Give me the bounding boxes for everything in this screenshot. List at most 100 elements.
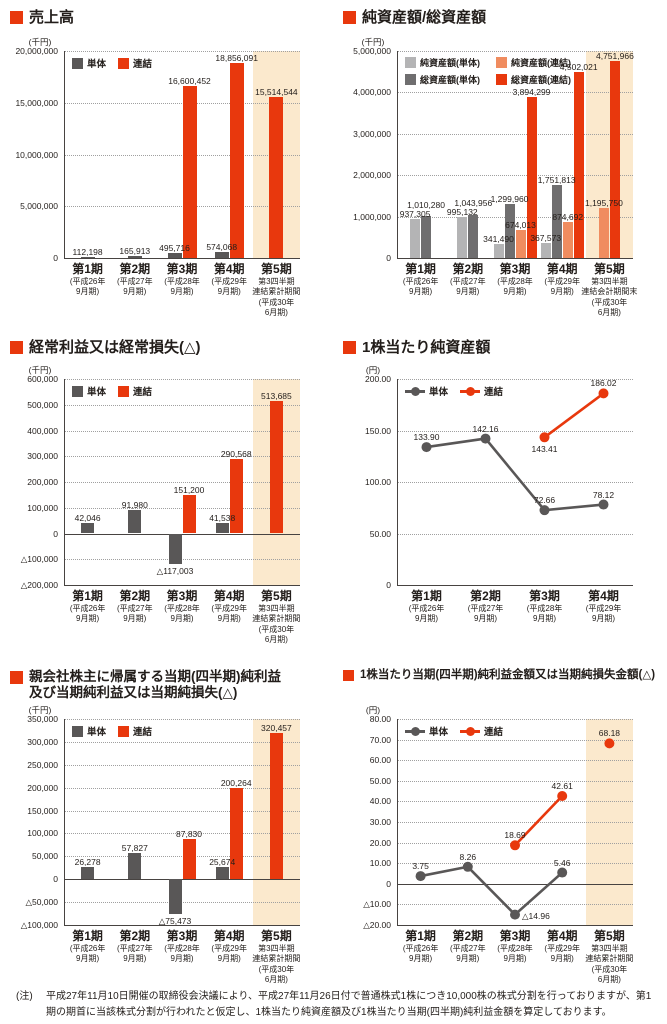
chart-title: 1株当たり当期(四半期)純利益金額又は当期純損失金額(△) <box>333 660 667 683</box>
legend-item: 単体 <box>72 384 106 398</box>
gridline <box>64 559 300 561</box>
y-tick-label: 50.00 <box>369 528 391 539</box>
data-point-marker <box>557 867 568 878</box>
axis-line <box>397 585 633 586</box>
y-tick-label: △10.00 <box>363 899 391 910</box>
legend-item: 総資産額(単体) <box>405 73 480 86</box>
y-axis-line <box>64 719 65 926</box>
axis-line <box>397 883 633 885</box>
bar <box>468 214 479 258</box>
data-label: 367,573 <box>530 232 562 243</box>
category-label: 第3期 (平成28年 9月期) <box>147 589 217 625</box>
bar <box>168 879 182 914</box>
data-label: 937,305 <box>399 209 431 220</box>
gridline <box>397 379 633 380</box>
gridline <box>64 482 300 483</box>
gridline <box>397 430 633 432</box>
y-tick-label: 300,000 <box>27 736 58 747</box>
legend-item: 単体 <box>405 724 448 738</box>
bar <box>540 242 551 258</box>
y-tick-label: 1,000,000 <box>353 211 391 222</box>
legend-line-marker-icon <box>405 386 425 396</box>
chart-title: 1株当たり純資産額 <box>333 330 667 357</box>
category-label: 第2期 (平成27年 9月期) <box>100 589 170 625</box>
legend-label: 連結 <box>484 727 504 738</box>
legend-line-marker-icon <box>460 726 481 736</box>
y-tick-label: 500,000 <box>27 399 58 410</box>
category-main: 第4期 <box>546 262 578 276</box>
category-main: 第1期 <box>72 262 103 276</box>
legend-swatch-icon <box>72 57 83 69</box>
data-label: 574,068 <box>206 242 238 253</box>
data-label: 42,046 <box>74 512 101 523</box>
legend-item: 総資産額(連結) <box>496 73 571 86</box>
gridline <box>64 856 300 858</box>
category-label: 第2期 (平成27年 9月期) <box>433 262 503 298</box>
legend-swatch-icon <box>405 74 416 85</box>
category-sub: (平成29年 9月期) <box>544 276 580 297</box>
category-main: 第2期 <box>119 929 151 943</box>
legend-swatch-icon <box>72 385 83 397</box>
gridline <box>64 102 300 104</box>
legend-line-marker-icon <box>460 386 481 396</box>
data-point-marker <box>557 791 568 802</box>
red-square-icon <box>343 670 354 681</box>
y-tick-label: 400,000 <box>27 425 58 436</box>
bar <box>421 216 432 258</box>
legend-label: 単体 <box>87 387 107 398</box>
category-sub: (平成29年 9月期) <box>544 943 580 964</box>
bar <box>269 97 284 258</box>
red-square-icon <box>10 11 23 24</box>
bar <box>167 252 182 258</box>
y-tick-label: 200,000 <box>27 782 58 793</box>
gridline <box>64 810 300 812</box>
category-sub: (平成28年 9月期) <box>526 603 563 624</box>
legend: 単体 連結 <box>72 56 152 70</box>
red-square-icon <box>10 671 23 684</box>
category-main: 第1期 <box>405 929 436 943</box>
category-sub: (平成27年 9月期) <box>467 603 504 624</box>
category-sub: 第3四半期 連結会計期間末 (平成30年 6月期) <box>581 276 638 317</box>
data-label: 15,514,544 <box>255 87 298 98</box>
footnote: (注) 平成27年11月10日開催の取締役会決議により、平成27年11月26日付… <box>0 976 667 1020</box>
legend: 単体 連結 <box>405 724 503 738</box>
category-label: 第1期 (平成26年 9月期) <box>386 262 456 298</box>
data-label: 91,980 <box>121 499 148 510</box>
chart-net-income: 親会社株主に帰属する当期(四半期)純利益 及び当期純利益又は当期純損失(△) (… <box>0 660 333 984</box>
y-axis-line <box>397 379 398 586</box>
data-label: 5.46 <box>553 857 571 868</box>
bar <box>128 852 142 880</box>
gridline <box>397 51 633 52</box>
data-label: 4,502,021 <box>559 61 598 72</box>
category-sub: (平成29年 9月期) <box>211 943 247 964</box>
category-label: 第4期 (平成29年 9月期) <box>569 589 639 625</box>
category-sub: 第3四半期 連結累計期間 (平成30年 6月期) <box>252 276 301 317</box>
unit-label: (円) <box>365 705 381 715</box>
bar <box>598 208 609 258</box>
legend-item: 単体 <box>72 56 106 70</box>
gridline <box>397 175 633 177</box>
y-tick-label: 200,000 <box>27 477 58 487</box>
data-label: 25,674 <box>209 857 236 868</box>
series-line <box>426 437 604 512</box>
category-main: 第4期 <box>588 589 619 603</box>
category-label: 第1期 (平成26年 9月期) <box>392 589 462 625</box>
category-label: 第3期 (平成28年 9月期) <box>147 929 217 965</box>
legend-dot <box>465 726 475 736</box>
bar <box>128 509 142 534</box>
category-sub: (平成27年 9月期) <box>450 276 486 297</box>
gridline <box>397 760 633 762</box>
data-label: 57,827 <box>121 842 148 853</box>
gridline <box>64 741 300 743</box>
category-label: 第3期 (平成28年 9月期) <box>480 262 550 298</box>
gridline <box>397 216 633 218</box>
chart-title: 経常利益又は経常損失(△) <box>0 330 333 357</box>
data-label: 200,264 <box>220 777 252 788</box>
gridline <box>397 92 633 94</box>
y-tick-label: 50,000 <box>32 851 58 862</box>
unit-label: (千円) <box>28 365 52 375</box>
category-main: 第3期 <box>499 929 531 943</box>
category-main: 第3期 <box>499 262 531 276</box>
chart-net-assets-per-share: 1株当たり純資産額 (円) 0 50.00 100.00 150.00 200.00 第1期… <box>333 330 667 660</box>
category-sub: (平成28年 9月期) <box>164 603 200 624</box>
